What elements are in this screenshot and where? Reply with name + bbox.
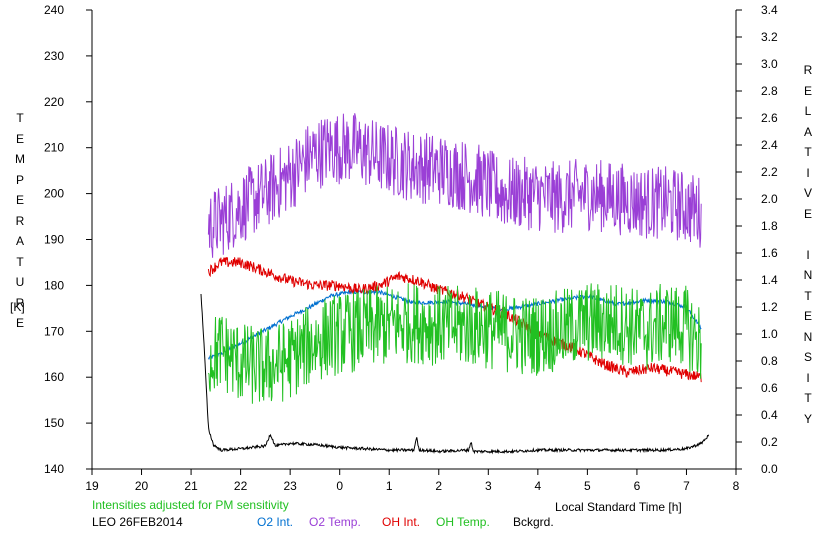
x-tick-label: 4: [535, 479, 542, 493]
x-tick-label: 22: [234, 479, 248, 493]
x-tick-label: 2: [435, 479, 442, 493]
y-right-tick-label: 0.0: [761, 462, 778, 476]
series-layer: [200, 113, 710, 455]
y-left-tick-label: 140: [44, 462, 64, 476]
axis-title-letter: T: [16, 254, 24, 269]
axis-title-letter: Y: [803, 411, 812, 426]
legend-o2-int: O2 Int.: [257, 515, 294, 529]
y-right-tick-label: 2.4: [761, 138, 778, 152]
sensitivity-note: Intensities adjusted for PM sensitivity: [92, 498, 289, 512]
y-left-tick-label: 190: [44, 233, 64, 247]
y-left-tick-label: 240: [44, 3, 64, 17]
station-date-label: LEO 26FEB2014: [92, 515, 183, 529]
axis-title-letter: M: [15, 152, 25, 166]
y-right-tick-label: 2.6: [761, 111, 778, 125]
y-right-tick-label: 3.0: [761, 57, 778, 71]
axis-title-letter: S: [803, 350, 812, 364]
x-tick-label: 20: [135, 479, 149, 493]
y-left-tick-label: 150: [44, 416, 64, 430]
axis-title-letter: E: [803, 206, 812, 221]
x-tick-label: 7: [683, 479, 690, 493]
axis-title-letter: R: [15, 213, 25, 228]
axis-title-letter: U: [15, 275, 25, 289]
y-left-tick-label: 180: [44, 278, 64, 292]
axis-title-letter: R: [803, 63, 813, 77]
y-right-tick-label: 2.2: [761, 165, 778, 179]
y-right-tick-label: 0.6: [761, 381, 778, 395]
axis-title-letter: L: [804, 104, 812, 118]
legend-oh-temp: OH Temp.: [436, 515, 490, 529]
x-tick-label: 6: [634, 479, 641, 493]
x-tick-label: 3: [485, 479, 492, 493]
axis-title-letter: [800, 224, 816, 245]
x-tick-label: 1: [386, 479, 393, 493]
axis-title-letter: A: [15, 234, 24, 248]
axis-title-letter: I: [806, 370, 810, 385]
axis-title-letter: T: [804, 288, 812, 303]
tick-label-layer: 19 20 21 22 23 0 1 2 3 4 5 6 7 8140150160170180190200…: [44, 3, 778, 493]
legend-oh-int: OH Int.: [382, 515, 421, 529]
y-right-tick-label: 2.8: [761, 84, 778, 98]
y-right-tick-label: 0.2: [761, 435, 778, 449]
axis-title-letter: I: [806, 165, 810, 180]
axis-title-letter: E: [803, 83, 812, 98]
y-left-tick-label: 160: [44, 370, 64, 384]
axis-title-letter: T: [16, 111, 24, 125]
x-tick-label: 0: [336, 479, 343, 493]
legend-o2-temp: O2 Temp.: [309, 515, 361, 529]
series-line-o2-temp: [207, 113, 702, 258]
y-left-tick-label: 170: [44, 324, 64, 338]
series-line-oh-int: [207, 257, 702, 383]
y-right-tick-label: 0.8: [761, 354, 778, 368]
y-right-tick-label: 2.0: [761, 192, 778, 206]
series-line-bckgrd: [200, 293, 710, 455]
axis-title-letter: P: [15, 172, 24, 187]
x-tick-label: 8: [733, 479, 740, 493]
y-right-tick-label: 3.2: [761, 30, 778, 44]
y-right-tick-label: 1.8: [761, 219, 778, 233]
axis-title-letter: E: [803, 309, 812, 323]
axis-title-letter: A: [803, 124, 812, 139]
plot-frame: [86, 9, 742, 475]
y-right-tick-label: 0.4: [761, 408, 778, 422]
y-left-tick-label: 200: [44, 187, 64, 201]
y-left-tick-label: 230: [44, 49, 64, 63]
axis-title-letter: V: [803, 186, 812, 200]
y-left-tick-label: 220: [44, 95, 64, 109]
axis-title-letter: N: [803, 329, 813, 344]
y-right-tick-label: 3.4: [761, 3, 778, 17]
series-line-oh-temp: [207, 283, 702, 404]
y-right-tick-label: 1.0: [761, 327, 778, 341]
axis-title-letter: E: [15, 316, 24, 330]
axis-title-letter: R: [15, 295, 25, 310]
x-axis-label: Local Standard Time [h]: [555, 500, 682, 514]
y-right-tick-label: 1.4: [761, 273, 778, 287]
x-tick-label: 23: [283, 479, 297, 493]
x-tick-label: 19: [85, 479, 99, 493]
axis-title-letter: E: [15, 193, 24, 207]
axis-title-letter: T: [804, 391, 812, 405]
y-left-tick-label: 210: [44, 141, 64, 155]
axis-title-letter: T: [804, 145, 812, 159]
axis-title-letter: N: [803, 268, 813, 282]
y-axis-left-unit: [K]: [10, 300, 25, 314]
legend-bckgrd: Bckgrd.: [513, 515, 554, 529]
y-right-tick-label: 1.6: [761, 246, 778, 260]
x-tick-label: 21: [184, 479, 198, 493]
x-tick-label: 5: [584, 479, 591, 493]
y-right-tick-label: 1.2: [761, 300, 778, 314]
axis-title-letter: I: [806, 247, 810, 262]
axis-title-letter: E: [15, 131, 24, 146]
